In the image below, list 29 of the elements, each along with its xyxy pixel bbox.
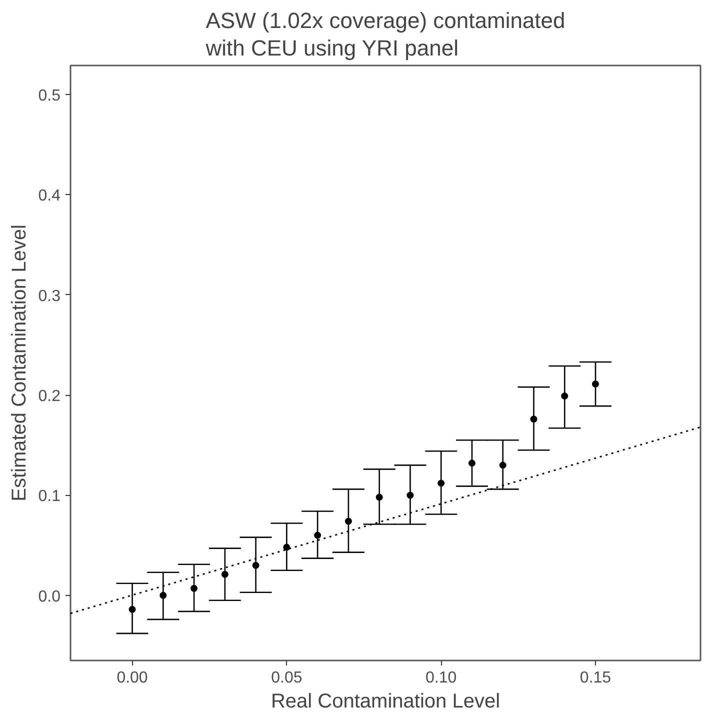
point bbox=[376, 494, 383, 501]
point bbox=[314, 532, 322, 539]
point bbox=[561, 392, 568, 400]
point bbox=[128, 606, 136, 613]
y-tick-label: 0.4 bbox=[38, 188, 61, 205]
point bbox=[190, 584, 198, 592]
point bbox=[530, 416, 538, 423]
y-tick-label: 0.2 bbox=[38, 388, 61, 406]
point bbox=[406, 492, 414, 499]
point bbox=[499, 462, 506, 469]
x-tick-label: 0.10 bbox=[426, 670, 457, 686]
x-axis-title: Real Contamination Level bbox=[270, 690, 500, 712]
point bbox=[252, 562, 260, 569]
point bbox=[468, 460, 476, 467]
y-tick-label: 0.5 bbox=[38, 88, 61, 105]
y-tick-label: 0.0 bbox=[38, 588, 61, 606]
point bbox=[283, 544, 290, 551]
x-tick-label: 0.05 bbox=[271, 670, 302, 686]
chart-title: ASW (1.02x coverage) contaminated with CEU using YRI panel bbox=[204, 8, 566, 60]
point bbox=[592, 380, 599, 388]
y-axis-title: Estimated Contamination Level bbox=[8, 224, 30, 502]
point bbox=[221, 570, 228, 578]
y-tick-label: 0.1 bbox=[38, 488, 61, 506]
point bbox=[438, 480, 445, 487]
point bbox=[160, 592, 167, 599]
point bbox=[344, 518, 352, 525]
x-tick-label: 0.15 bbox=[580, 670, 612, 686]
x-tick-label: 0.00 bbox=[116, 670, 148, 686]
y-tick-label: 0.3 bbox=[38, 288, 61, 305]
